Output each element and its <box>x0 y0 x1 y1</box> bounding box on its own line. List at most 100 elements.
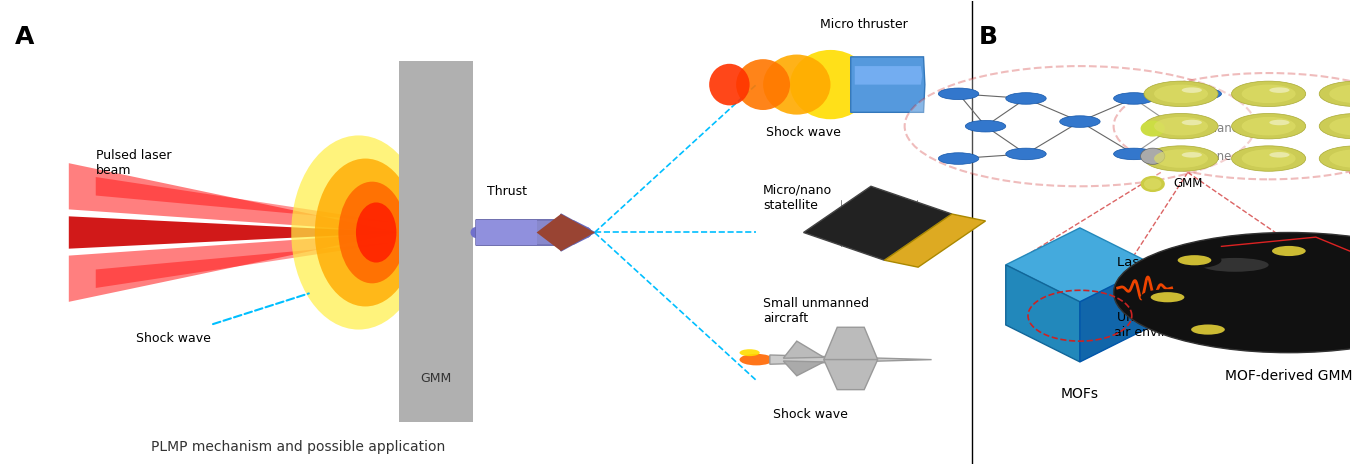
Text: Shock wave: Shock wave <box>766 126 841 139</box>
Polygon shape <box>824 359 878 390</box>
Text: Shock wave: Shock wave <box>137 332 211 345</box>
Polygon shape <box>783 341 824 358</box>
Ellipse shape <box>1357 120 1367 125</box>
Circle shape <box>905 66 1255 186</box>
Ellipse shape <box>1234 285 1289 301</box>
Ellipse shape <box>1059 116 1100 127</box>
Ellipse shape <box>965 120 1006 132</box>
Text: Micro thruster: Micro thruster <box>820 18 908 31</box>
Ellipse shape <box>1140 289 1195 306</box>
Ellipse shape <box>1177 255 1211 266</box>
Ellipse shape <box>1144 81 1218 106</box>
Text: B: B <box>979 25 998 48</box>
Ellipse shape <box>1181 152 1202 158</box>
Ellipse shape <box>1154 85 1208 103</box>
Ellipse shape <box>735 59 790 110</box>
Ellipse shape <box>1232 81 1305 106</box>
Ellipse shape <box>1144 146 1218 171</box>
Text: MOFs: MOFs <box>1061 387 1099 401</box>
Text: Micro/nano
statellite: Micro/nano statellite <box>763 184 833 212</box>
Polygon shape <box>804 186 951 260</box>
Text: GMM: GMM <box>1173 178 1203 191</box>
Ellipse shape <box>1154 117 1208 135</box>
Ellipse shape <box>1181 120 1202 125</box>
Ellipse shape <box>1140 148 1165 164</box>
Polygon shape <box>68 163 399 232</box>
Ellipse shape <box>1154 149 1208 168</box>
Ellipse shape <box>291 135 427 330</box>
Text: Thrust: Thrust <box>487 185 526 198</box>
Circle shape <box>1114 232 1367 352</box>
Ellipse shape <box>1232 113 1305 139</box>
Ellipse shape <box>1241 149 1296 168</box>
Ellipse shape <box>1114 148 1154 159</box>
Ellipse shape <box>1329 85 1367 103</box>
Ellipse shape <box>1191 325 1225 335</box>
Polygon shape <box>1080 265 1154 362</box>
Polygon shape <box>1006 265 1080 362</box>
Text: Shock wave: Shock wave <box>772 408 848 421</box>
Ellipse shape <box>938 153 979 164</box>
Ellipse shape <box>1289 331 1342 347</box>
Ellipse shape <box>1270 87 1289 93</box>
Ellipse shape <box>1319 81 1367 106</box>
Ellipse shape <box>1202 258 1269 272</box>
Ellipse shape <box>1154 120 1195 132</box>
Ellipse shape <box>1006 148 1046 159</box>
Ellipse shape <box>740 354 774 365</box>
Ellipse shape <box>1181 321 1234 338</box>
Ellipse shape <box>1270 152 1289 158</box>
Ellipse shape <box>763 54 831 115</box>
Ellipse shape <box>1140 176 1165 192</box>
Ellipse shape <box>1114 93 1154 104</box>
Ellipse shape <box>1329 117 1367 135</box>
Ellipse shape <box>1006 93 1046 104</box>
Ellipse shape <box>1329 149 1367 168</box>
Polygon shape <box>537 214 595 251</box>
Ellipse shape <box>1140 120 1165 137</box>
Text: MOF-derived GMM: MOF-derived GMM <box>1225 369 1352 383</box>
Ellipse shape <box>790 50 871 119</box>
Ellipse shape <box>1262 243 1316 259</box>
Text: Metal nanoparticle: Metal nanoparticle <box>1173 122 1284 135</box>
Text: Under ambient
air environment: Under ambient air environment <box>1114 311 1214 339</box>
Ellipse shape <box>1270 120 1289 125</box>
Ellipse shape <box>1181 87 1202 93</box>
Ellipse shape <box>1356 261 1367 278</box>
Circle shape <box>1114 73 1367 179</box>
Ellipse shape <box>1357 87 1367 93</box>
Polygon shape <box>824 327 878 359</box>
Ellipse shape <box>1319 113 1367 139</box>
FancyArrow shape <box>476 214 595 251</box>
Ellipse shape <box>740 349 760 356</box>
Polygon shape <box>68 232 399 302</box>
Ellipse shape <box>938 88 979 100</box>
Ellipse shape <box>1232 146 1305 171</box>
Text: Laser scribing: Laser scribing <box>1117 256 1210 269</box>
Polygon shape <box>770 355 931 364</box>
Ellipse shape <box>1319 146 1367 171</box>
FancyArrow shape <box>850 57 925 113</box>
FancyArrow shape <box>854 66 923 85</box>
Ellipse shape <box>355 202 396 263</box>
Text: Pulsed laser
beam: Pulsed laser beam <box>96 149 171 177</box>
Text: Small unmanned
aircraft: Small unmanned aircraft <box>763 297 869 325</box>
Ellipse shape <box>1357 152 1367 158</box>
Text: A: A <box>15 25 34 48</box>
Polygon shape <box>96 242 399 288</box>
Ellipse shape <box>1144 113 1218 139</box>
Text: GMM: GMM <box>420 372 451 385</box>
Text: PLMP mechanism and possible application: PLMP mechanism and possible application <box>150 440 446 454</box>
Ellipse shape <box>314 159 416 306</box>
Ellipse shape <box>339 182 406 283</box>
Ellipse shape <box>1151 292 1184 302</box>
Ellipse shape <box>1144 178 1162 190</box>
Polygon shape <box>96 177 399 223</box>
Ellipse shape <box>709 64 749 106</box>
Ellipse shape <box>1273 246 1305 256</box>
Ellipse shape <box>1167 252 1222 268</box>
Text: Graphene shell: Graphene shell <box>1173 150 1263 163</box>
Ellipse shape <box>1241 85 1296 103</box>
Polygon shape <box>884 214 986 267</box>
Polygon shape <box>1006 228 1154 302</box>
